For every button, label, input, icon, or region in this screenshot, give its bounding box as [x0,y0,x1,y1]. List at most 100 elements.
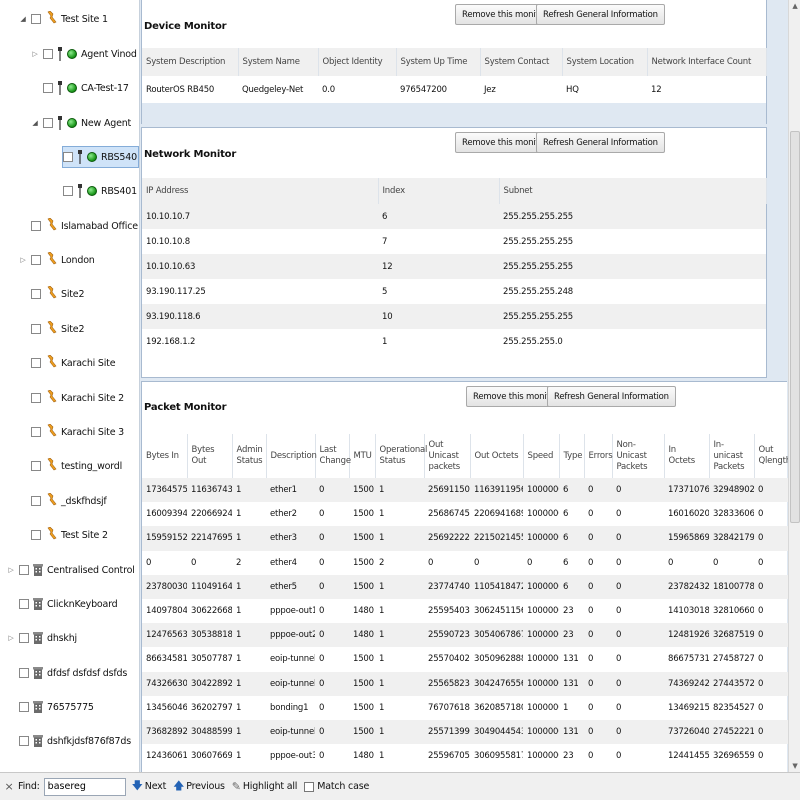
tree-checkbox[interactable] [31,393,41,403]
tree-node[interactable]: Karachi Site 2 [18,387,124,409]
tree-checkbox[interactable] [19,599,29,609]
tree-node[interactable]: ▷ Agent Vinod [30,43,137,65]
column-header[interactable]: System Name [238,48,319,76]
table-row[interactable]: 173645757011636743081ether10150012569115… [142,478,788,503]
tree-checkbox[interactable] [31,14,41,24]
tree-node[interactable]: ClicknKeyboard [6,593,118,615]
table-row[interactable]: 10.10.10.8 7 255.255.255.255 [142,229,766,254]
tree-checkbox[interactable] [31,324,41,334]
collapsed-triangle-icon[interactable]: ▷ [8,566,14,574]
column-header[interactable]: Speed [523,434,560,478]
table-row[interactable]: 1600939455 2206692495 1 ether2 0 1500 1 2568674… [142,502,788,526]
column-header[interactable]: Out Unicast packets [424,434,471,478]
tree-checkbox[interactable] [19,668,29,678]
tree-node[interactable]: 76575775 [6,696,94,718]
tree-node[interactable]: dfdsf dsfdsf dsfds [6,662,127,684]
table-row[interactable]: 0 0 2 ether4 0 1500 2 0 0 0 6 0 0 0 0 0 [142,551,788,575]
tree-node[interactable]: CA-Test-17 [30,77,129,99]
table-row[interactable]: 1409780404 3062266898 1 pppoe-out1 0 1480 1 255… [142,599,788,623]
table-row[interactable]: 159591520622147695271ether30150012569222… [142,526,788,551]
tree-node[interactable]: Site2 [18,283,84,305]
highlight-all-button[interactable]: ✎ Highlight all [231,780,298,793]
packet-refresh-info-button[interactable]: Refresh General Information [547,386,676,407]
column-header[interactable]: Bytes In [142,434,188,478]
column-header[interactable]: Out Octets [470,434,524,478]
tree-checkbox[interactable] [31,221,41,231]
tree-node[interactable]: Islamabad Office [18,215,138,237]
table-row[interactable]: 10.10.10.63 12 255.255.255.255 [142,254,766,279]
tree-checkbox[interactable] [19,633,29,643]
collapsed-triangle-icon[interactable]: ▷ [8,634,14,642]
scroll-down-arrow-icon[interactable]: ▼ [792,762,798,770]
column-header[interactable]: System Contact [480,48,563,76]
scrollbar-thumb[interactable] [790,131,800,523]
tree-node[interactable]: ◢ New Agent [30,112,131,134]
table-row[interactable]: 1243606172 3060766956 1 pppoe-out3 0 1480 1 255… [142,744,788,768]
tree-checkbox[interactable] [31,496,41,506]
collapsed-triangle-icon[interactable]: ▷ [32,50,38,58]
column-header[interactable]: Subnet [499,178,767,204]
tree-node[interactable]: Test Site 2 [18,524,108,546]
tree-checkbox[interactable] [31,461,41,471]
tree-checkbox[interactable] [43,118,53,128]
column-header[interactable]: Description [266,434,317,478]
table-row[interactable]: 1345604602 3620279764 1 bonding1 0 1500 1 76707… [142,696,788,720]
tree-node[interactable]: ▷ dhskhj [6,627,77,649]
column-header[interactable]: Errors [584,434,613,478]
column-header[interactable]: Non-Unicast Packets [612,434,665,478]
column-header[interactable]: In Octets [664,434,710,478]
column-header[interactable]: MTU [349,434,376,478]
close-find-bar-icon[interactable]: × [4,780,14,793]
table-row[interactable]: 866345810 3050778785 1 eoip-tunnel1 0 1500 1 25… [142,647,788,671]
table-row[interactable]: 93.190.118.6 10 255.255.255.255 [142,304,766,329]
tree-checkbox[interactable] [43,49,53,59]
tree-checkbox[interactable] [43,83,53,93]
tree-node[interactable]: testing_wordl [18,455,122,477]
tree-node[interactable]: Karachi Site 3 [18,421,124,443]
tree-checkbox[interactable] [19,565,29,575]
column-header[interactable]: Bytes Out [187,434,233,478]
table-row[interactable]: 237800308511049164521ether50150012377474… [142,574,788,599]
tree-node[interactable]: RBS540 Router [62,146,139,168]
column-header[interactable]: Type [559,434,585,478]
tree-node[interactable]: _dskfhdsjf [18,490,107,512]
tree-checkbox[interactable] [31,358,41,368]
tree-checkbox[interactable] [31,427,41,437]
tree-checkbox[interactable] [31,530,41,540]
tree-node[interactable]: RBS401 [50,180,137,202]
tree-node[interactable]: Karachi Site [18,352,116,374]
column-header[interactable]: Operational Status [375,434,427,478]
expanded-triangle-icon[interactable]: ◢ [20,15,26,23]
collapsed-triangle-icon[interactable]: ▷ [20,256,26,264]
table-row[interactable]: 74326630730422892471eoip-tunnel201500125… [142,671,788,696]
find-next-button[interactable]: 🡇 Next [132,777,167,796]
tree-checkbox[interactable] [19,736,29,746]
match-case-checkbox[interactable]: Match case [304,781,369,792]
table-row[interactable]: 73682892030488599381eoip-tunnel301500125… [142,719,788,745]
table-row[interactable]: 93.190.117.25 5 255.255.255.248 [142,279,766,304]
device-refresh-info-button[interactable]: Refresh General Information [536,4,665,25]
tree-checkbox[interactable] [31,255,41,265]
tree-checkbox[interactable] [63,186,73,196]
column-header[interactable]: IP Address [142,178,379,204]
tree-node[interactable]: dshfkjdsf876f87ds [6,730,131,752]
tree-checkbox[interactable] [19,702,29,712]
tree-node[interactable]: ◢ Test Site 1 [18,8,108,30]
tree-checkbox[interactable] [63,152,73,162]
table-row[interactable]: RouterOS RB450 Quedgeley-Net 0.0 976547200 J… [142,76,766,103]
table-row[interactable]: 192.168.1.2 1 255.255.255.0 [142,329,766,354]
column-header[interactable]: System Up Time [396,48,481,76]
column-header[interactable]: Admin Status [232,434,267,478]
tree-checkbox[interactable] [31,289,41,299]
column-header[interactable]: In-unicast Packets [709,434,755,478]
tree-node[interactable]: ▷ Centralised Control [6,559,135,581]
table-row[interactable]: 10.10.10.7 6 255.255.255.255 [142,204,766,229]
find-input[interactable] [43,777,126,796]
column-header[interactable]: Out Qlength [754,434,788,478]
tree-node[interactable]: Site2 [18,318,84,340]
table-row[interactable]: 124765636830538818251pppoe-out2014801255… [142,623,788,648]
scroll-up-arrow-icon[interactable]: ▲ [792,2,798,10]
vertical-scrollbar[interactable]: ▲ ▼ [788,0,800,772]
column-header[interactable]: System Location [562,48,648,76]
column-header[interactable]: Network Interface Count [647,48,767,76]
